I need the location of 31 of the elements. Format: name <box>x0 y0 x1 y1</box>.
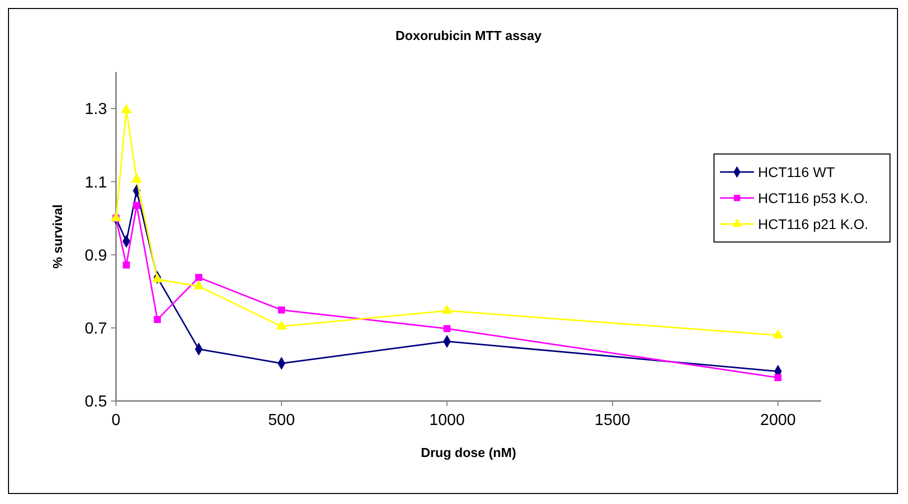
y-tick-label: 0.7 <box>84 320 108 338</box>
y-tick-label: 1.3 <box>84 101 108 118</box>
x-tick-label: 1500 <box>594 412 630 429</box>
point <box>774 374 782 382</box>
point <box>133 202 140 209</box>
point <box>442 304 452 314</box>
point <box>120 104 132 114</box>
x-tick-label: 0 <box>112 412 121 429</box>
point <box>154 316 161 324</box>
x-axis-title: Drug dose (nM) <box>420 445 516 460</box>
chart-title: Doxorubicin MTT assay <box>396 28 542 43</box>
y-tick-label: 1.1 <box>84 174 108 192</box>
x-tick-label: 500 <box>268 412 295 429</box>
legend-label: HCT116 p21 K.O. <box>758 216 868 232</box>
legend-label: HCT116 WT <box>758 164 836 180</box>
point <box>443 325 451 332</box>
legend-label: HCT116 p53 K.O. <box>758 190 868 206</box>
y-tick-label: 0.9 <box>84 247 108 264</box>
y-axis-title: % survival <box>50 204 65 269</box>
point <box>152 273 163 282</box>
point <box>276 320 287 330</box>
point <box>110 212 122 222</box>
point <box>193 280 204 290</box>
x-tick-label: 1000 <box>429 412 465 429</box>
point <box>122 261 130 269</box>
point <box>195 274 202 281</box>
y-tick-label: 0.5 <box>84 394 108 411</box>
point <box>278 306 286 314</box>
point <box>131 173 142 183</box>
x-tick-label: 2000 <box>760 412 796 429</box>
point <box>772 328 784 338</box>
